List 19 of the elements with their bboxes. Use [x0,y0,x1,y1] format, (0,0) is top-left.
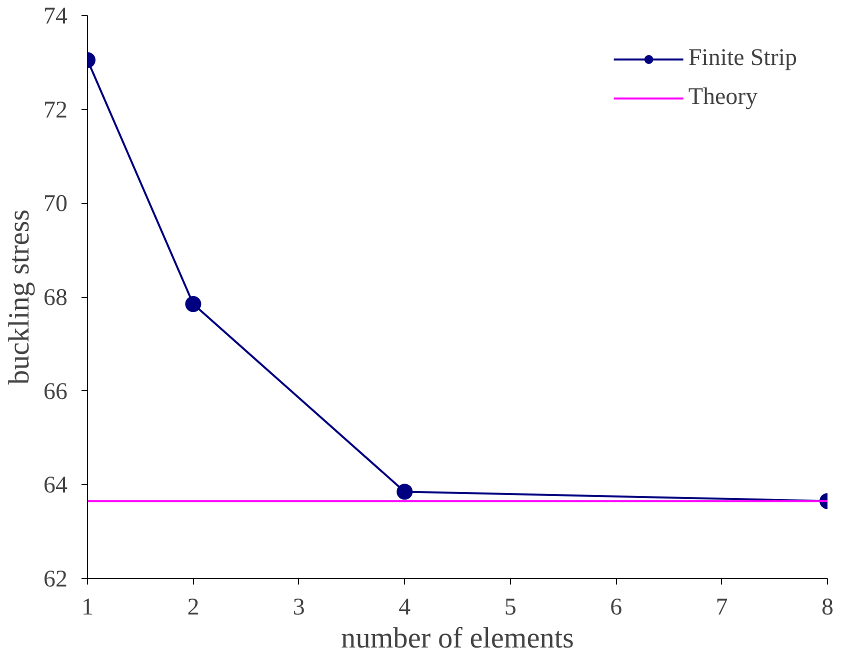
y-tick-label: 68 [44,285,68,311]
y-tick-label: 64 [44,472,68,499]
x-tick-label: 3 [292,594,305,620]
x-tick-label: 2 [187,594,200,620]
x-tick-label: 1 [82,594,94,620]
x-tick-label: 4 [398,594,411,620]
x-tick-label: 5 [504,594,516,620]
x-tick-label: 6 [610,594,622,620]
y-axis-title: buckling stress [4,209,36,385]
legend-label: Theory [688,84,758,111]
y-tick-label: 70 [44,191,68,218]
y-tick-label: 72 [44,97,68,124]
legend-label: Finite Strip [688,45,797,72]
y-tick-label: 74 [44,4,68,30]
x-tick-label: 7 [716,594,728,620]
y-tick-label: 62 [44,566,68,592]
x-tick-label: 8 [822,594,834,620]
y-tick-label: 66 [44,378,68,405]
x-axis-title: number of elements [341,622,574,654]
